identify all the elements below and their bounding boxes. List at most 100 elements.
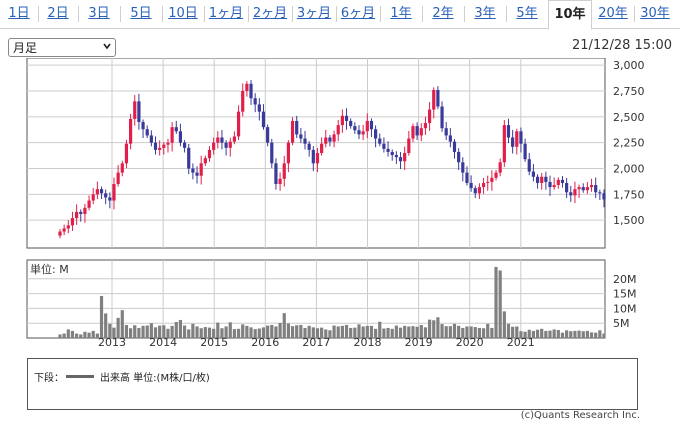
tab-12[interactable]: 5年 <box>506 0 548 28</box>
tab-separator <box>422 6 423 22</box>
candle-body <box>199 163 203 176</box>
volume-bar <box>112 327 116 338</box>
tab-separator <box>38 6 39 22</box>
tab-label: 1日 <box>8 6 30 21</box>
tab-2[interactable]: 3日 <box>78 0 120 28</box>
candle-body <box>311 149 315 164</box>
tab-separator <box>380 6 381 22</box>
tab-label: 3日 <box>88 6 110 21</box>
volume-bar <box>569 331 573 338</box>
volume-bar <box>199 328 203 338</box>
volume-bar <box>87 332 91 338</box>
volume-bar <box>328 330 332 338</box>
volume-bar <box>415 326 419 338</box>
candle-body <box>374 129 378 139</box>
x-tick-label: 2017 <box>302 336 330 348</box>
tab-8[interactable]: 6ヶ月 <box>336 0 380 28</box>
volume-bar <box>120 310 124 338</box>
tab-4[interactable]: 10日 <box>162 0 204 28</box>
volume-bar <box>149 323 153 338</box>
volume-bar <box>220 328 224 338</box>
candle-body <box>548 181 552 188</box>
candle-body <box>577 187 581 190</box>
volume-bar <box>344 324 349 338</box>
candle-body <box>324 137 328 144</box>
volume-bar <box>133 325 137 338</box>
timeframe-select[interactable]: 月足 <box>8 38 116 57</box>
volume-bar <box>573 330 577 338</box>
candle-body <box>104 193 108 198</box>
candle-body <box>241 91 245 112</box>
tab-0[interactable]: 1日 <box>0 0 38 28</box>
tab-label: 1ヶ月 <box>208 6 244 21</box>
volume-bar <box>560 332 565 338</box>
y-tick-label: 2,500 <box>613 111 645 124</box>
candle-body <box>336 125 340 135</box>
tab-15[interactable]: 30年 <box>634 0 676 28</box>
volume-bar <box>75 333 79 338</box>
candle-body <box>286 142 290 164</box>
tab-13[interactable]: 10年 <box>548 0 592 30</box>
volume-bar <box>58 334 62 338</box>
volume-bar <box>236 328 241 338</box>
volume-bar <box>170 325 174 338</box>
volume-bar <box>382 328 386 338</box>
tab-5[interactable]: 1ヶ月 <box>204 0 248 28</box>
volume-bar <box>494 266 498 338</box>
volume-bar <box>436 317 440 338</box>
candle-body <box>448 135 452 142</box>
volume-bar <box>266 325 270 338</box>
volume-bar <box>187 329 191 338</box>
tab-1[interactable]: 2日 <box>38 0 78 28</box>
volume-bar <box>203 327 207 338</box>
volume-bar <box>432 320 436 338</box>
volume-bar <box>282 313 286 338</box>
volume-bar <box>535 329 540 338</box>
tab-7[interactable]: 3ヶ月 <box>292 0 336 28</box>
volume-tick-label: 5M <box>613 317 630 330</box>
candle-body <box>162 144 166 148</box>
volume-bar <box>511 326 515 338</box>
candle-body <box>274 163 278 184</box>
candle-body <box>124 143 129 164</box>
volume-bar <box>369 325 374 338</box>
candle-body <box>365 120 369 132</box>
candle-body <box>62 228 66 232</box>
tab-14[interactable]: 20年 <box>592 0 634 28</box>
candle-body <box>361 131 365 135</box>
candle-body <box>75 211 79 219</box>
candle-body <box>403 153 407 162</box>
candle-body <box>220 137 224 143</box>
candle-body <box>427 109 432 124</box>
volume-bar <box>444 326 448 338</box>
volume-bar <box>274 326 278 338</box>
candle-body <box>589 185 594 188</box>
tab-label: 3ヶ月 <box>296 6 332 21</box>
volume-bar <box>427 319 432 338</box>
candle-body <box>344 115 349 121</box>
candle-body <box>407 138 411 153</box>
candle-body <box>411 126 415 139</box>
timeframe-select-value: 月足 <box>13 41 38 55</box>
candle-body <box>544 176 548 182</box>
tab-11[interactable]: 3年 <box>464 0 506 28</box>
candle-body <box>353 126 357 131</box>
tab-10[interactable]: 2年 <box>422 0 464 28</box>
tab-9[interactable]: 1年 <box>380 0 422 28</box>
candle-body <box>166 142 170 145</box>
volume-bar <box>353 327 357 338</box>
candle-body <box>477 187 482 194</box>
candle-body <box>261 111 266 128</box>
volume-bar <box>108 323 112 338</box>
candle-body <box>540 176 544 183</box>
candle-body <box>519 131 523 144</box>
volume-bar <box>299 324 303 338</box>
volume-bar <box>465 326 469 338</box>
volume-bar <box>145 325 149 338</box>
candle-body <box>216 137 220 143</box>
tab-3[interactable]: 5日 <box>120 0 162 28</box>
candle-body <box>511 137 515 147</box>
tab-separator <box>464 6 465 22</box>
tab-6[interactable]: 2ヶ月 <box>248 0 292 28</box>
volume-bar <box>320 327 324 338</box>
